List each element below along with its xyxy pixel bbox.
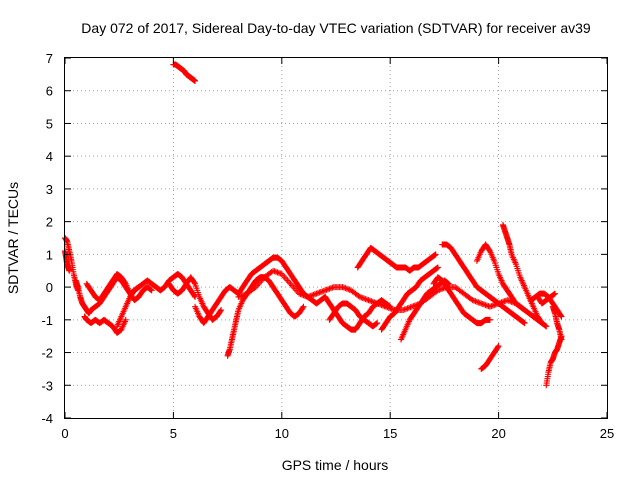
y-tick-labels: -4 -3 -2 -1 0 1 2 3 4 5 6 7 xyxy=(41,51,53,426)
y-tick-label: -1 xyxy=(41,313,53,328)
data-point xyxy=(543,323,550,330)
x-axis-label: GPS time / hours xyxy=(282,457,389,473)
plot-frame xyxy=(64,57,608,419)
data-point xyxy=(486,247,493,253)
chart-title: Day 072 of 2017, Sidereal Day-to-day VTE… xyxy=(81,20,591,36)
data-point xyxy=(558,313,565,320)
y-tick-label: -2 xyxy=(41,346,53,361)
data-point xyxy=(494,344,501,351)
data-point xyxy=(299,304,306,311)
x-tick-label: 5 xyxy=(170,426,177,441)
y-tick-label: 0 xyxy=(46,280,53,295)
x-tick-label: 0 xyxy=(61,426,68,441)
y-tick-label: -4 xyxy=(41,411,53,426)
series-o xyxy=(378,264,441,333)
data-point xyxy=(217,308,224,315)
series-g xyxy=(170,61,199,84)
x-tick-label: 15 xyxy=(383,426,397,441)
data-point xyxy=(521,320,528,327)
axis-ticks xyxy=(64,57,608,419)
y-tick-label: 5 xyxy=(46,116,53,131)
series-m xyxy=(326,300,381,330)
data-point xyxy=(121,279,128,286)
data-point xyxy=(66,267,73,274)
data-point xyxy=(135,284,142,291)
data-point xyxy=(374,320,381,327)
series-u xyxy=(478,343,502,372)
x-tick-labels: 0 5 10 15 20 25 xyxy=(61,426,614,441)
y-tick-label: 1 xyxy=(46,247,53,262)
data-point xyxy=(387,303,394,310)
series-d xyxy=(81,313,129,336)
data-point xyxy=(557,312,564,319)
data-point xyxy=(191,279,198,286)
data-point xyxy=(558,336,565,343)
data-point xyxy=(192,77,199,84)
series-r xyxy=(430,274,493,327)
data-point xyxy=(434,264,441,271)
data-point xyxy=(432,251,439,258)
series-q xyxy=(439,241,528,327)
y-tick-label: 6 xyxy=(46,84,53,99)
grid xyxy=(65,58,607,418)
series-e xyxy=(83,271,155,304)
data-point xyxy=(122,316,129,323)
y-axis-label: SDTVAR / TECUs xyxy=(5,182,21,294)
y-tick-label: -3 xyxy=(41,378,53,393)
x-tick-label: 20 xyxy=(491,426,505,441)
x-tick-label: 25 xyxy=(600,426,614,441)
data-point xyxy=(218,307,225,313)
data-point xyxy=(148,287,155,294)
series-b xyxy=(62,248,73,274)
y-tick-label: 4 xyxy=(46,149,53,164)
y-tick-label: 3 xyxy=(46,182,53,197)
series-y xyxy=(549,303,565,343)
data-point xyxy=(495,343,502,349)
series-f xyxy=(114,284,142,330)
series-n xyxy=(354,244,439,274)
series-t xyxy=(499,221,550,330)
data-point xyxy=(251,285,258,292)
data-point xyxy=(486,316,493,323)
data-points xyxy=(62,61,565,389)
data-point xyxy=(300,303,307,310)
series-w xyxy=(534,290,558,307)
x-tick-label: 10 xyxy=(275,426,289,441)
y-tick-label: 2 xyxy=(46,215,53,230)
data-point xyxy=(191,292,198,299)
data-point xyxy=(551,290,558,297)
y-tick-label: 7 xyxy=(46,51,53,66)
